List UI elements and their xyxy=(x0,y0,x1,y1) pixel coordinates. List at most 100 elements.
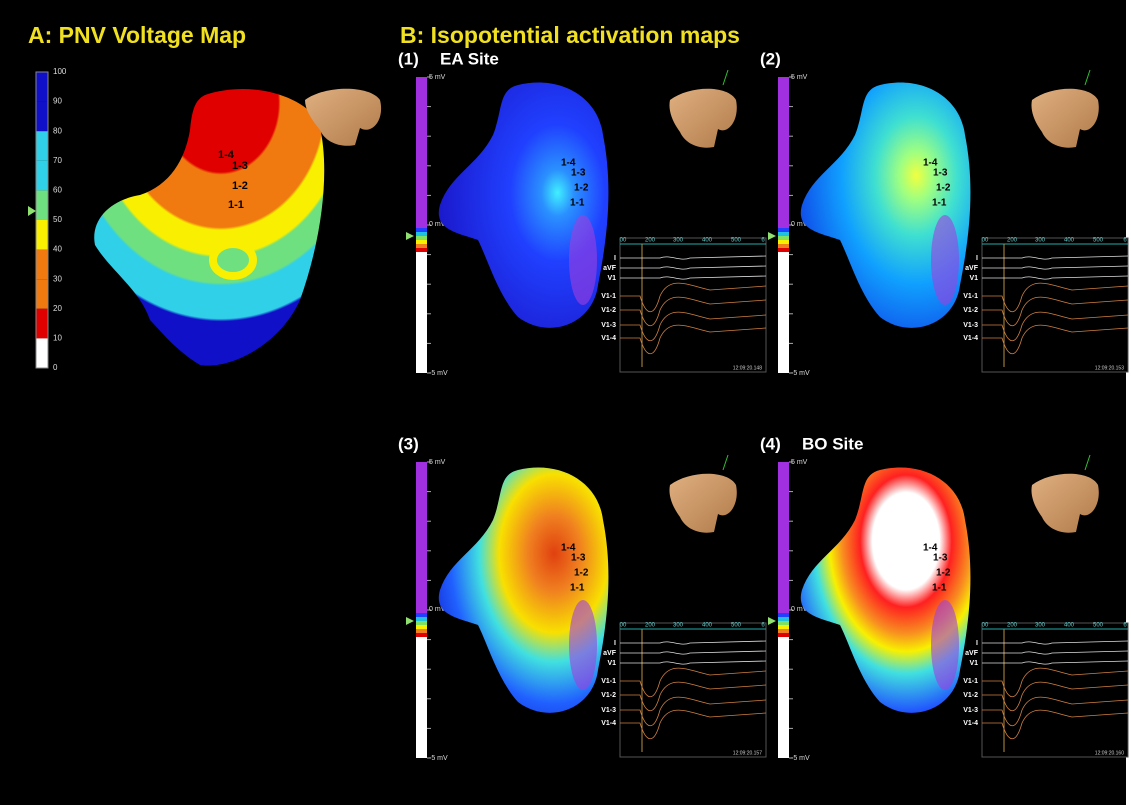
lead-label: V1 xyxy=(969,660,978,667)
scale-bottom: -5 mV xyxy=(791,755,810,762)
lead-label: V1-4 xyxy=(963,720,978,727)
scale-bottom: -5 mV xyxy=(429,755,448,762)
lead-label: V1-3 xyxy=(963,707,978,714)
activation-patch xyxy=(569,600,597,690)
electrode-label: 1-1 xyxy=(932,583,947,594)
scale-band xyxy=(416,232,427,236)
time-tick: 00 xyxy=(982,623,989,629)
time-tick: 00 xyxy=(982,238,989,244)
electrode-label: 1-1 xyxy=(228,199,244,211)
electrode-label: 1-2 xyxy=(574,183,589,194)
scale-negative xyxy=(778,637,789,758)
electrode-label: 1-2 xyxy=(574,568,589,579)
lead-label: V1-1 xyxy=(963,678,978,685)
lead-label: V1-1 xyxy=(601,678,616,685)
electrode-label: 1-2 xyxy=(232,180,248,192)
ecg-panel: 002003004005006IaVFV1V1-1V1-2V1-3V1-412:… xyxy=(963,623,1128,757)
scale-band xyxy=(778,240,789,244)
scale-positive xyxy=(778,77,789,224)
lead-label: V1-2 xyxy=(601,692,616,699)
time-tick: 500 xyxy=(1093,238,1104,244)
panel-label: (2) xyxy=(760,49,781,68)
panel-label: (1) xyxy=(398,49,419,68)
scale-band xyxy=(416,248,427,252)
scale-positive xyxy=(416,77,427,224)
scale-negative xyxy=(416,637,427,758)
scale-band xyxy=(778,621,789,625)
time-tick: 500 xyxy=(1093,623,1104,629)
site-label: EA Site xyxy=(440,49,499,68)
scale-band xyxy=(416,613,427,617)
scale-positive xyxy=(416,462,427,609)
scale-label: 30 xyxy=(53,274,62,283)
scale-band xyxy=(778,613,789,617)
scale-band xyxy=(416,633,427,637)
scale-label: 80 xyxy=(53,126,62,135)
panel-label: (4) xyxy=(760,434,781,453)
scale-band xyxy=(416,621,427,625)
scale-band xyxy=(416,244,427,248)
electrode-label: 1-3 xyxy=(933,168,948,179)
time-tick: 300 xyxy=(673,623,684,629)
scale-band xyxy=(36,190,48,220)
time-tick: 500 xyxy=(731,238,742,244)
scale-label: 100 xyxy=(53,67,67,76)
time-tick: 400 xyxy=(1064,623,1075,629)
scale-band xyxy=(778,609,789,613)
scale-band xyxy=(36,72,48,102)
scale-band xyxy=(36,250,48,280)
lead-label: V1-4 xyxy=(963,335,978,342)
voltage-island xyxy=(213,244,253,276)
scale-band xyxy=(778,633,789,637)
scale-band xyxy=(778,232,789,236)
electrode-label: 1-1 xyxy=(932,198,947,209)
time-tick: 200 xyxy=(645,623,656,629)
activation-patch xyxy=(931,215,959,305)
time-tick: 300 xyxy=(1035,238,1046,244)
scale-positive xyxy=(778,462,789,609)
electrode-label: 1-3 xyxy=(933,553,948,564)
panel-a-title: A: PNV Voltage Map xyxy=(28,22,246,48)
timestamp: 12:09:20.153 xyxy=(1095,365,1124,371)
lead-label: aVF xyxy=(603,265,617,272)
scale-band xyxy=(778,248,789,252)
scale-band xyxy=(778,625,789,629)
scale-band xyxy=(36,102,48,132)
lead-label: V1-3 xyxy=(601,707,616,714)
scale-label: 60 xyxy=(53,186,62,195)
lead-label: aVF xyxy=(965,650,979,657)
scale-band xyxy=(36,161,48,191)
scale-top: 5 mV xyxy=(791,74,808,81)
scale-band xyxy=(778,244,789,248)
electrode-label: 1-3 xyxy=(571,553,586,564)
scale-band xyxy=(416,609,427,613)
electrode-label: 1-1 xyxy=(570,583,585,594)
lead-label: V1-4 xyxy=(601,335,616,342)
lead-label: V1-3 xyxy=(963,322,978,329)
scale-band xyxy=(416,224,427,228)
scale-label: 20 xyxy=(53,304,62,313)
scale-label: 40 xyxy=(53,245,62,254)
lead-label: V1 xyxy=(607,275,616,282)
scale-top: 5 mV xyxy=(429,74,446,81)
time-tick: 200 xyxy=(1007,238,1018,244)
scale-band xyxy=(36,338,48,368)
electrode-label: 1-2 xyxy=(936,568,951,579)
electrode-label: 1-3 xyxy=(571,168,586,179)
scale-band xyxy=(416,228,427,232)
timestamp: 12:09:20.157 xyxy=(733,750,762,756)
lead-label: V1-1 xyxy=(601,293,616,300)
time-tick: 00 xyxy=(620,238,627,244)
scale-band xyxy=(36,131,48,161)
lead-label: V1-4 xyxy=(601,720,616,727)
lead-label: aVF xyxy=(603,650,617,657)
scale-bottom: -5 mV xyxy=(791,370,810,377)
lead-label: I xyxy=(976,255,978,262)
scale-top: 5 mV xyxy=(791,459,808,466)
panel-label: (3) xyxy=(398,434,419,453)
ecg-panel: 002003004005006IaVFV1V1-1V1-2V1-3V1-412:… xyxy=(963,238,1128,372)
lead-label: V1 xyxy=(607,660,616,667)
time-tick: 400 xyxy=(702,238,713,244)
scale-negative xyxy=(416,252,427,373)
